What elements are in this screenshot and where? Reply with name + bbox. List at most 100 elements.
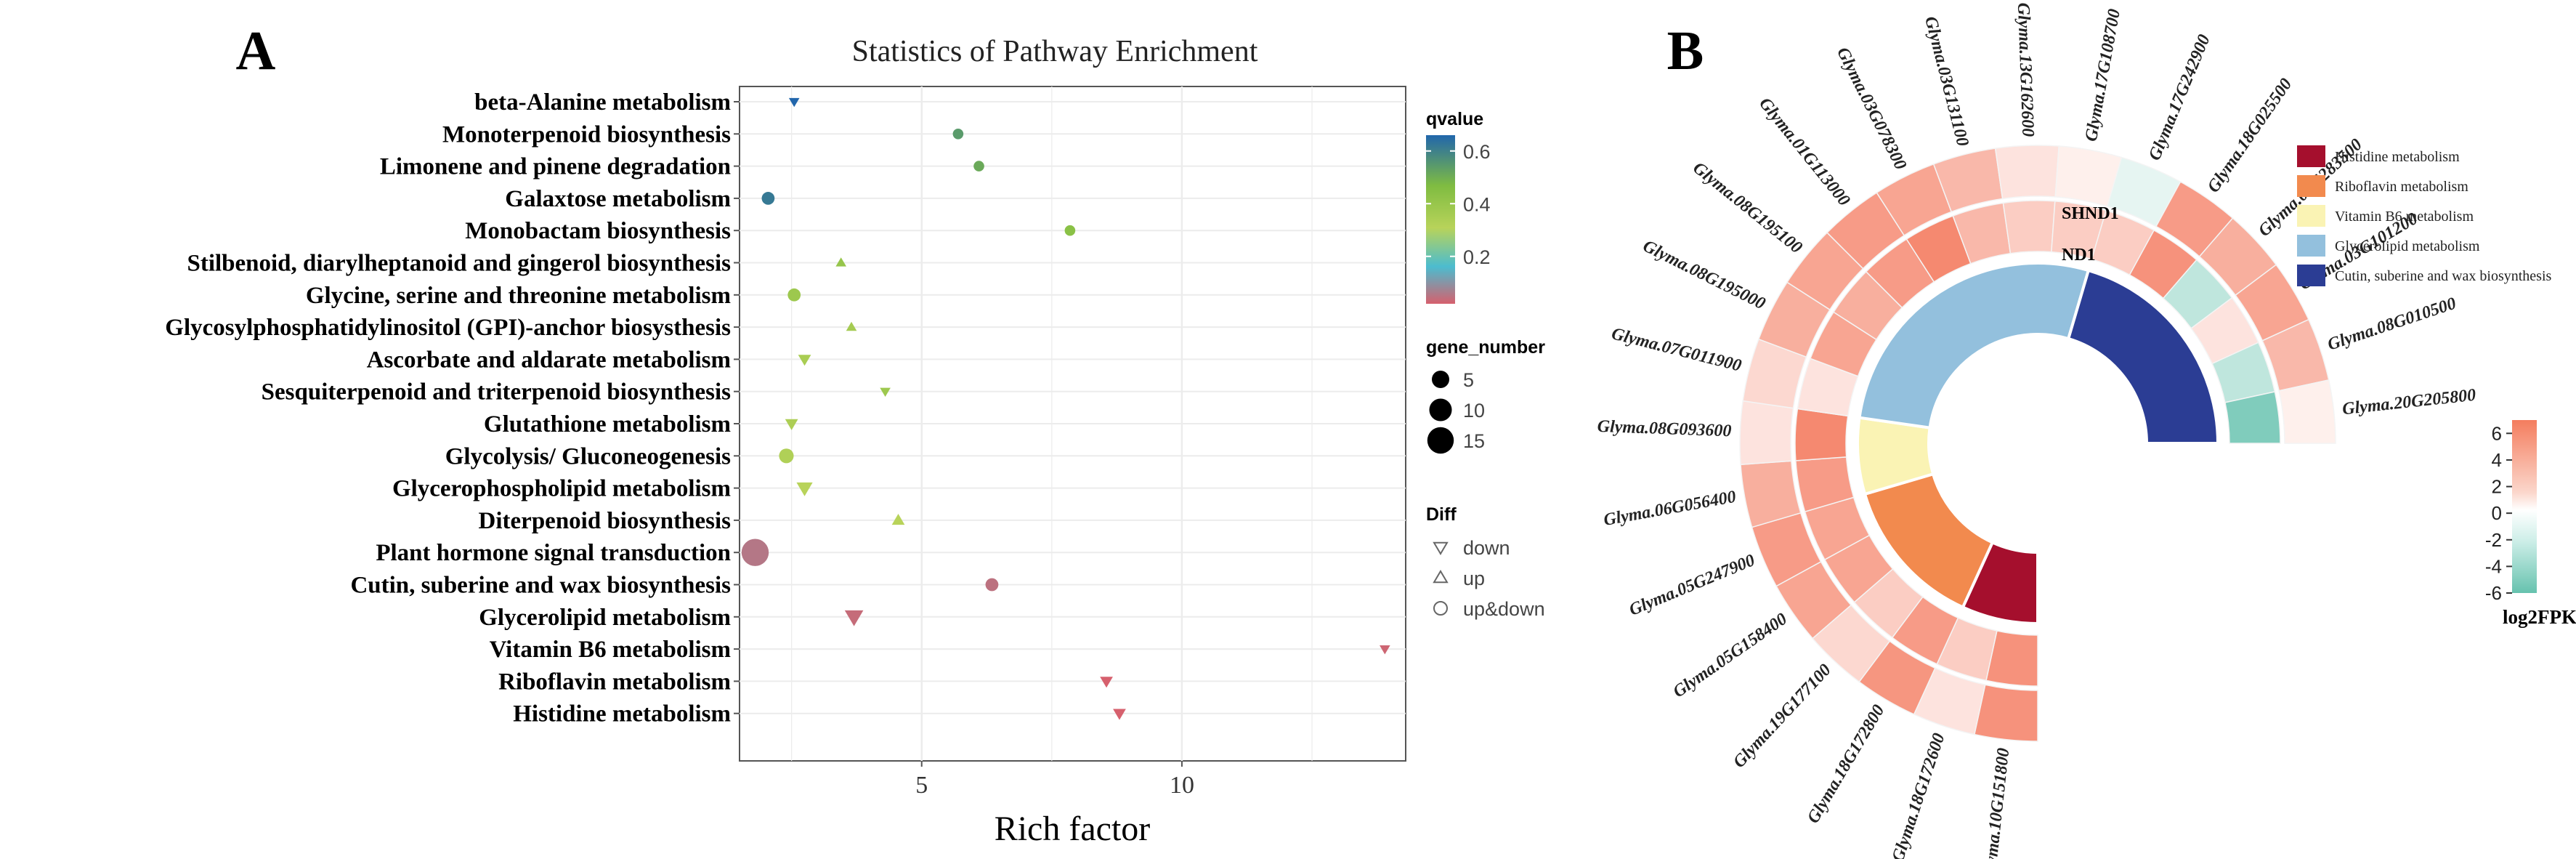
y-tick-label: Diterpenoid biosynthesis <box>479 508 732 534</box>
y-tick-label: Histidine metabolism <box>513 701 731 727</box>
data-point <box>891 514 905 525</box>
pathway-legend: Histidine metabolism Riboflavin metabolis… <box>2297 145 2552 286</box>
pathway-legend-label: Histidine metabolism <box>2335 149 2460 165</box>
diff-label: up&down <box>1463 598 1545 620</box>
panel-a-label: A <box>236 20 276 81</box>
log2fpkm-legend-title: log2FPKM <box>2503 606 2576 628</box>
diff-label: down <box>1463 537 1510 559</box>
pathway-legend-label: Riboflavin metabolism <box>2335 179 2468 195</box>
gene-label: Glyma.08G093600 <box>1597 417 1731 441</box>
qvalue-tick-label: 0.6 <box>1463 141 1491 163</box>
chart-title: Statistics of Pathway Enrichment <box>852 35 1258 68</box>
pathway-legend-swatch <box>2297 205 2325 227</box>
data-point <box>785 419 798 430</box>
y-tick-label: beta-Alanine metabolism <box>474 89 731 116</box>
data-point <box>787 288 801 302</box>
diff-swatch <box>1433 570 1449 584</box>
gene-number-label: 5 <box>1463 369 1474 391</box>
y-tick-label: Glycerolipid metabolism <box>479 605 731 631</box>
pathway-legend-label: Glycerolipid metabolism <box>2335 238 2480 254</box>
log2fpkm-tick-label: -4 <box>2485 555 2502 577</box>
qvalue-colorbar <box>1426 135 1455 304</box>
pathway-legend-swatch <box>2297 235 2325 257</box>
gene-label: Glyma.01G113000 <box>1755 94 1853 210</box>
data-point <box>844 610 864 626</box>
data-points <box>741 97 1390 720</box>
heatmap-ring-shnd1 <box>1739 145 2336 742</box>
gene-label: Glyma.18G172800 <box>1804 702 1889 827</box>
x-tick-label: 5 <box>915 772 928 799</box>
x-tick-label: 10 <box>1170 772 1194 799</box>
panel-a: A Statistics of Pathway Enrichment beta-… <box>165 20 1545 848</box>
gene-label: Glyma.03G078300 <box>1833 44 1910 173</box>
y-tick-label: Monoterpenoid biosynthesis <box>442 121 731 148</box>
x-axis-ticks: 5 10 <box>915 761 1194 799</box>
diff-legend-title: Diff <box>1426 504 1457 525</box>
y-tick-label: Stilbenoid, diarylheptanoid and gingerol… <box>187 251 731 277</box>
gene-label: Glyma.20G205800 <box>2341 386 2476 419</box>
data-point <box>1064 225 1076 236</box>
diff-swatch <box>1433 601 1448 616</box>
data-point <box>1100 677 1113 688</box>
data-point <box>1113 709 1126 720</box>
gene-number-label: 15 <box>1463 430 1485 452</box>
pathway-legend-swatch <box>2297 145 2325 167</box>
diff-swatch <box>1433 541 1449 555</box>
log2fpkm-ticks: 6 4 2 0 -2 -4 -6 <box>2485 422 2512 604</box>
gene-label: Glyma.08G010500 <box>2325 294 2458 355</box>
gene-number-swatch <box>1427 427 1454 454</box>
data-point <box>880 387 891 397</box>
qvalue-tick-label: 0.2 <box>1463 246 1491 268</box>
y-tick-label: Glutathione metabolism <box>484 411 731 437</box>
pathway-legend-label: Cutin, suberine and wax biosynthesis <box>2335 268 2552 284</box>
gene-label: Glyma.13G162600 <box>2014 2 2038 137</box>
qvalue-tick-label: 0.4 <box>1463 193 1491 215</box>
log2fpkm-legend: 6 4 2 0 -2 -4 -6 log2FPKM <box>2485 420 2576 628</box>
y-tick-label: Galaxtose metabolism <box>505 186 731 212</box>
gene-label: Glyma.05G158400 <box>1669 610 1791 702</box>
gene-label: Glyma.10G151800 <box>1980 747 2014 859</box>
y-tick-label: Limonene and pinene degradation <box>380 154 731 180</box>
gene-number-legend: 5 10 15 <box>1427 369 1485 454</box>
gene-number-label: 10 <box>1463 400 1485 422</box>
qvalue-ticks: 0.6 0.4 0.2 <box>1426 141 1491 268</box>
data-point <box>741 539 769 566</box>
gene-label: Glyma.17G108700 <box>2082 7 2124 142</box>
data-point <box>952 129 964 140</box>
data-point <box>835 257 846 267</box>
log2fpkm-tick-label: 4 <box>2492 449 2502 471</box>
log2fpkm-tick-label: -2 <box>2485 529 2502 551</box>
y-tick-label: Sesquiterpenoid and triterpenoid biosynt… <box>262 379 732 406</box>
data-point <box>796 482 813 496</box>
log2fpkm-tick-label: 2 <box>2492 476 2502 498</box>
track-label-nd1: ND1 <box>2062 246 2096 265</box>
gene-label: Glyma.19G177100 <box>1730 661 1835 772</box>
track-label-shnd1: SHND1 <box>2062 204 2119 223</box>
data-point <box>1380 645 1390 655</box>
heatmap-cell-nd1 <box>2224 391 2281 444</box>
y-tick-label: Plant hormone signal transduction <box>376 540 731 566</box>
gene-number-legend-title: gene_number <box>1426 337 1545 358</box>
y-tick-label: Glycine, serine and threonine metabolism <box>306 283 731 309</box>
gene-label: Glyma.08G195100 <box>1689 158 1805 257</box>
pathway-legend-swatch <box>2297 265 2325 286</box>
y-tick-label: Cutin, suberine and wax biosynthesis <box>350 573 731 599</box>
pathway-segment <box>2066 268 2220 445</box>
log2fpkm-colorbar <box>2512 420 2537 593</box>
pathway-segment <box>1858 262 2091 430</box>
gene-label: Glyma.06G056400 <box>1602 488 1737 530</box>
gene-label: Glyma.17G242900 <box>2145 32 2214 164</box>
data-point <box>846 321 857 331</box>
heatmap-cell-shnd1 <box>2278 379 2336 444</box>
y-tick-label: Monobactam biosynthesis <box>465 218 731 244</box>
x-axis-label: Rich factor <box>995 810 1151 848</box>
y-tick-label: Glycolysis/ Gluconeogenesis <box>445 443 731 469</box>
heatmap-cell-shnd1 <box>1739 400 1794 466</box>
y-tick-label: Glycerophospholipid metabolism <box>392 476 731 502</box>
gene-label: Glyma.18G025500 <box>2204 75 2296 196</box>
data-point <box>761 192 775 205</box>
y-tick-label: Glycosylphosphatidylinositol (GPI)-ancho… <box>165 315 731 341</box>
gene-label: Glyma.18G172600 <box>1889 731 1949 859</box>
heatmap-ring-nd1 <box>1794 200 2281 687</box>
